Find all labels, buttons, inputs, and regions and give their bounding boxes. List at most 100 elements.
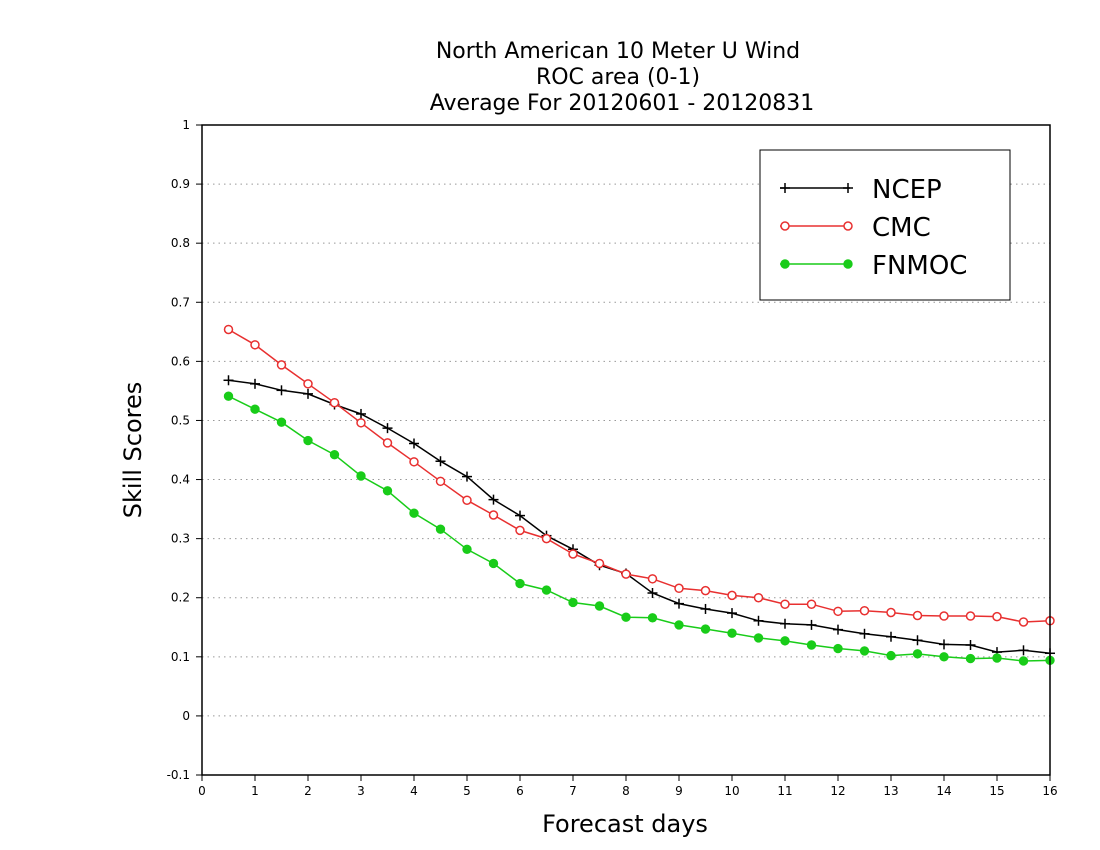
- series-cmc-point: [939, 611, 949, 621]
- y-tick-label: 0.9: [171, 177, 190, 191]
- legend-swatch-marker: [843, 221, 853, 231]
- series-fnmoc-point: [515, 578, 525, 589]
- series-ncep-point: [250, 378, 260, 389]
- series-ncep-point: [753, 615, 764, 626]
- chart-title: North American 10 Meter U Wind ROC area …: [430, 39, 815, 116]
- series-cmc-point: [382, 438, 393, 448]
- x-tick-label: 12: [830, 784, 845, 798]
- legend-swatch-marker: [780, 259, 790, 269]
- series-fnmoc-point: [488, 558, 499, 569]
- series-cmc-point: [435, 476, 446, 487]
- legend-swatch-marker: [843, 259, 853, 269]
- y-tick-label: 0.6: [171, 354, 190, 368]
- x-tick-label: 9: [675, 784, 683, 798]
- series-fnmoc-point: [939, 652, 949, 662]
- series-fnmoc-point: [594, 601, 605, 611]
- series-ncep-point: [780, 618, 790, 629]
- series-cmc-line: [228, 328, 1051, 623]
- x-tick-label: 11: [777, 784, 792, 798]
- series-ncep-point: [965, 640, 976, 650]
- series-cmc-point: [515, 525, 525, 536]
- series-fnmoc-point: [727, 628, 737, 638]
- series-cmc-point: [886, 607, 896, 618]
- x-tick-label: 16: [1042, 784, 1057, 798]
- series-fnmoc-point: [276, 417, 287, 427]
- series-cmc-point: [541, 533, 552, 544]
- series-fnmoc-point: [329, 450, 340, 460]
- legend-item-ncep: NCEP: [780, 175, 942, 205]
- series-cmc-point: [674, 583, 684, 594]
- series-ncep-point: [303, 388, 313, 399]
- x-tick-label: 15: [989, 784, 1004, 798]
- series-cmc-point: [992, 611, 1002, 622]
- x-tick-label: 2: [304, 784, 312, 798]
- series-fnmoc-point: [356, 471, 366, 481]
- series-ncep-point: [462, 471, 472, 482]
- series-cmc-point: [621, 569, 631, 579]
- series-fnmoc-point: [674, 620, 684, 630]
- x-axis: 0 1 2 3 4 5 6 7 8 9 10 11 12 13 14 15 16: [198, 775, 1058, 798]
- series-cmc-point: [250, 340, 260, 350]
- series-cmc-point: [965, 611, 976, 621]
- series-fnmoc-point: [647, 613, 658, 623]
- series-fnmoc-point: [435, 524, 446, 534]
- legend-label: CMC: [872, 213, 931, 243]
- x-tick-label: 7: [569, 784, 577, 798]
- series-ncep-point: [939, 639, 949, 650]
- legend-label: NCEP: [872, 175, 942, 205]
- series-fnmoc-point: [886, 650, 896, 661]
- y-tick-label: 0.7: [171, 295, 190, 309]
- legend-swatch-marker: [843, 183, 853, 193]
- series-cmc-point: [1018, 617, 1029, 627]
- legend-label: FNMOC: [872, 251, 967, 281]
- series-ncep-point: [806, 619, 817, 630]
- series-cmc-point: [488, 510, 499, 520]
- series-cmc-point: [303, 379, 313, 389]
- x-tick-label: 5: [463, 784, 471, 798]
- series-ncep-point: [435, 456, 446, 467]
- legend-items: NCEP CMC FNMOC: [780, 175, 967, 281]
- series-ncep-point: [409, 438, 419, 449]
- y-tick-label: 0: [182, 709, 190, 723]
- series-fnmoc: [223, 391, 1055, 666]
- series-cmc-point: [727, 590, 737, 601]
- series-ncep-point: [833, 624, 843, 635]
- series-ncep-line: [228, 379, 1051, 655]
- y-tick-label: 1: [182, 118, 190, 132]
- series-ncep-point: [859, 628, 870, 639]
- grid-lines: [202, 183, 1050, 717]
- series-cmc-point: [833, 606, 843, 617]
- series-fnmoc-point: [753, 633, 764, 643]
- series-cmc-point: [753, 592, 764, 603]
- series-cmc-point: [647, 574, 658, 584]
- series-fnmoc-point: [859, 646, 870, 656]
- y-tick-label: 0.5: [171, 413, 190, 427]
- legend-item-cmc: CMC: [780, 213, 931, 243]
- series-cmc-point: [568, 549, 578, 559]
- x-tick-label: 8: [622, 784, 630, 798]
- series-cmc-point: [223, 324, 234, 335]
- legend-swatch-marker: [780, 183, 790, 193]
- series-ncep-point: [488, 494, 499, 505]
- series-cmc-point: [806, 599, 817, 609]
- series-fnmoc-point: [382, 486, 393, 496]
- series-fnmoc-point: [780, 636, 790, 646]
- series-fnmoc-point: [409, 508, 419, 518]
- x-tick-label: 0: [198, 784, 206, 798]
- series-fnmoc-point: [806, 640, 817, 650]
- series-ncep-point: [515, 510, 525, 521]
- series-ncep-point: [912, 635, 923, 646]
- series-fnmoc-point: [1018, 656, 1029, 666]
- series-cmc-point: [409, 457, 419, 467]
- series-cmc-point: [912, 610, 923, 621]
- legend-item-fnmoc: FNMOC: [780, 251, 967, 281]
- series-ncep-point: [727, 608, 737, 619]
- series-cmc-point: [594, 558, 605, 569]
- y-axis: -0.1 0 0.1 0.2 0.3 0.4 0.5 0.6 0.7 0.8 0.9 1: [167, 118, 202, 782]
- series-fnmoc-point: [965, 653, 976, 664]
- title-line-2: ROC area (0-1): [536, 65, 700, 90]
- x-tick-label: 10: [724, 784, 739, 798]
- series-ncep-point: [647, 588, 658, 598]
- series-ncep-point: [356, 408, 366, 419]
